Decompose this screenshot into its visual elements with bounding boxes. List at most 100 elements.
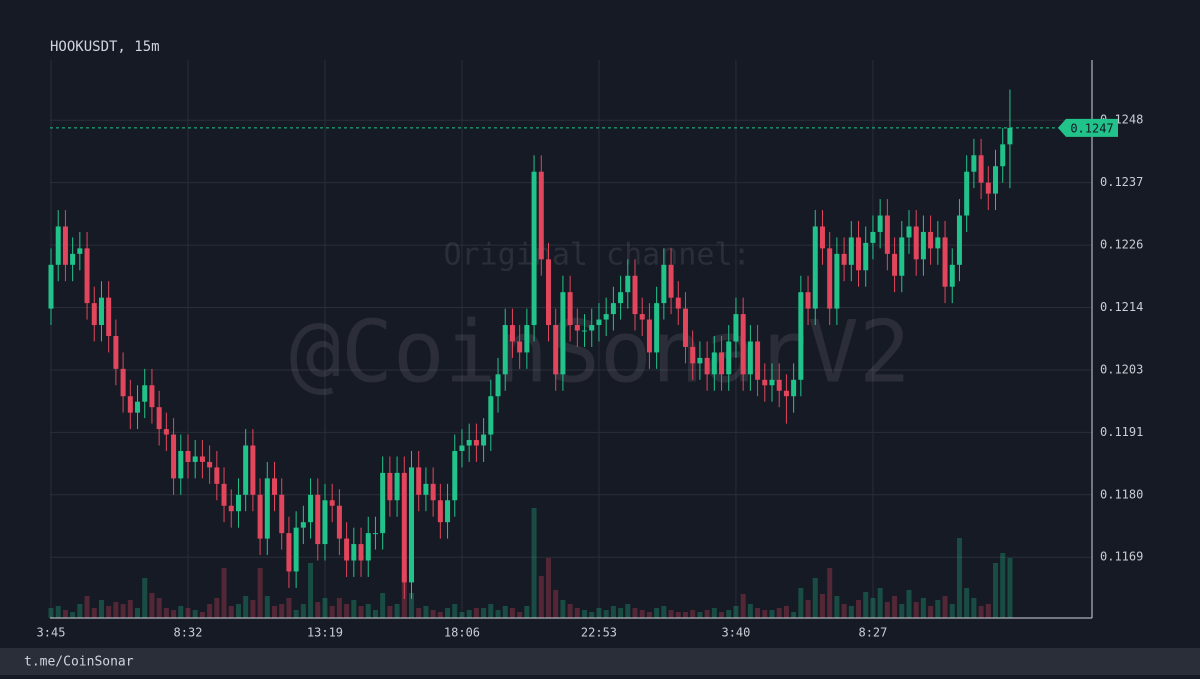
volume-bar (827, 568, 833, 618)
candle-body (567, 292, 573, 326)
candle-body (502, 325, 508, 375)
volume-bar (560, 600, 566, 618)
candle-body (884, 215, 890, 254)
volume-bar (207, 604, 213, 618)
candle-body (711, 352, 717, 375)
candle-body (142, 385, 148, 402)
candle-body (690, 346, 696, 364)
candle-body (639, 314, 645, 320)
candle-body (791, 379, 797, 397)
volume-bar (171, 610, 177, 618)
candle-body (610, 303, 616, 315)
candle-body (668, 264, 674, 298)
volume-bar (870, 598, 876, 618)
candle-body (409, 467, 414, 583)
volume-bar (178, 606, 184, 618)
candle-body (603, 314, 609, 320)
candle-body (928, 231, 934, 249)
volume-bar (98, 600, 104, 618)
candle-body (783, 390, 789, 397)
volume-bar (272, 606, 278, 618)
candle-body (985, 182, 991, 194)
candle-body (582, 330, 588, 332)
candle-body (1000, 144, 1006, 167)
volume-bar (70, 612, 76, 618)
volume-bar (48, 608, 54, 618)
candle-body (171, 434, 177, 479)
volume-bar (942, 596, 948, 618)
candle-body (769, 379, 775, 386)
volume-bar (495, 610, 501, 618)
volume-bar (920, 598, 926, 618)
candle-body (358, 544, 364, 561)
volume-bar (704, 610, 710, 618)
candle-body (697, 357, 703, 364)
candle-body (747, 341, 753, 375)
candle-body (906, 226, 912, 238)
volume-bar (409, 593, 414, 618)
volume-bar (55, 606, 61, 618)
volume-bar (380, 593, 386, 618)
volume-bar (113, 602, 119, 618)
volume-bar (120, 604, 126, 618)
candle-body (48, 264, 54, 309)
volume-bar (308, 563, 314, 618)
volume-bar (423, 606, 429, 618)
volume-bar (682, 612, 688, 618)
volume-bar (863, 592, 869, 618)
candle-body (91, 303, 97, 326)
candle-body (538, 171, 544, 260)
volume-bar (293, 610, 299, 618)
y-tick-label: 0.1169 (1100, 550, 1143, 564)
volume-bar (336, 598, 342, 618)
y-tick-label: 0.1203 (1100, 362, 1143, 376)
candle-body (574, 325, 580, 331)
volume-bar (639, 610, 645, 618)
volume-bar (315, 602, 321, 618)
volume-bar (185, 608, 191, 618)
volume-bar (62, 610, 68, 618)
candle-body (509, 325, 515, 342)
footer-bar (0, 648, 1200, 675)
candle-body (452, 450, 458, 501)
candle-body (589, 325, 595, 331)
candle-body (344, 538, 350, 561)
candle-body (243, 445, 249, 495)
candle-body (899, 237, 905, 276)
volume-bar (329, 606, 335, 618)
candle-body (322, 500, 328, 545)
candle-body (848, 237, 854, 265)
candle-body (149, 385, 155, 408)
volume-bar (509, 608, 515, 618)
volume-bar (610, 606, 616, 618)
volume-bar (805, 600, 811, 618)
candle-body (762, 379, 768, 386)
volume-bar (913, 602, 919, 618)
candle-body (545, 259, 551, 326)
volume-bar (791, 612, 797, 618)
volume-bar (755, 608, 761, 618)
candle-body (372, 533, 378, 535)
candle-body (62, 226, 68, 265)
x-tick-label: 3:40 (721, 626, 750, 640)
candle-body (279, 494, 285, 534)
candle-body (481, 434, 487, 446)
labels: 0.1169 0.1180 0.1191 0.1203 0.1214 0.1226 0.12… (37, 113, 1144, 640)
candle-body (553, 325, 559, 375)
volume-bar (596, 608, 602, 618)
volume-bar (646, 612, 652, 618)
x-tick-label: 8:32 (174, 626, 203, 640)
volume-bar (531, 508, 537, 618)
candle-body (618, 292, 624, 304)
candle-body (98, 297, 104, 326)
volume-bar (798, 588, 804, 618)
candle-body (120, 368, 126, 397)
candle-body (517, 341, 523, 353)
candle-body (293, 527, 299, 572)
candle-body (163, 429, 169, 435)
volume-bar (372, 610, 378, 618)
volume-bar (574, 608, 580, 618)
candle-body (380, 472, 386, 534)
candle-body (798, 292, 804, 380)
